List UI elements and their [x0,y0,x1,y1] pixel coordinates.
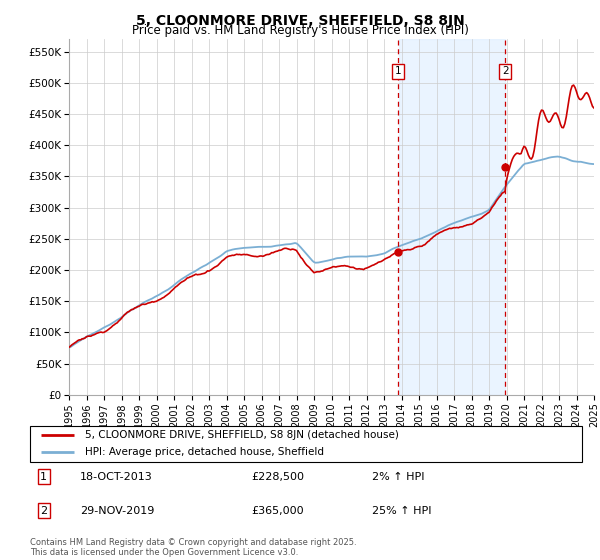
Text: £228,500: £228,500 [251,472,304,482]
Text: Contains HM Land Registry data © Crown copyright and database right 2025.
This d: Contains HM Land Registry data © Crown c… [30,538,356,557]
FancyBboxPatch shape [30,426,582,462]
Text: 5, CLOONMORE DRIVE, SHEFFIELD, S8 8JN (detached house): 5, CLOONMORE DRIVE, SHEFFIELD, S8 8JN (d… [85,431,399,440]
Text: £365,000: £365,000 [251,506,304,516]
Text: 2% ↑ HPI: 2% ↑ HPI [372,472,425,482]
Text: 18-OCT-2013: 18-OCT-2013 [80,472,152,482]
Text: 1: 1 [40,472,47,482]
Text: 5, CLOONMORE DRIVE, SHEFFIELD, S8 8JN: 5, CLOONMORE DRIVE, SHEFFIELD, S8 8JN [136,14,464,28]
Text: Price paid vs. HM Land Registry's House Price Index (HPI): Price paid vs. HM Land Registry's House … [131,24,469,37]
Text: HPI: Average price, detached house, Sheffield: HPI: Average price, detached house, Shef… [85,447,324,457]
Text: 25% ↑ HPI: 25% ↑ HPI [372,506,432,516]
Text: 2: 2 [40,506,47,516]
Text: 29-NOV-2019: 29-NOV-2019 [80,506,154,516]
Text: 1: 1 [395,66,401,76]
Text: 2: 2 [502,66,508,76]
